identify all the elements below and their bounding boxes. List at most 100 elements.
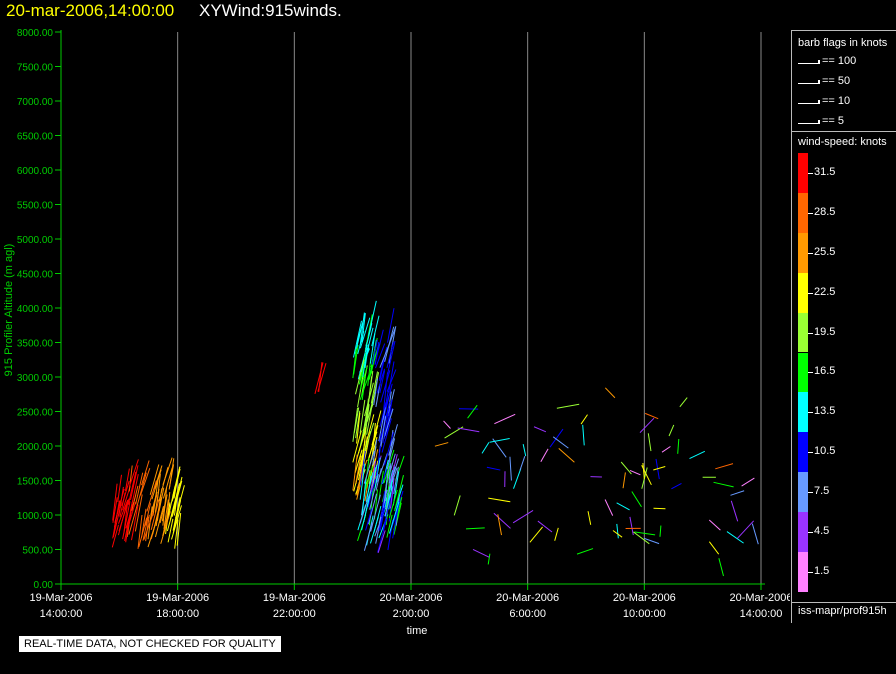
wind-barb: [162, 467, 173, 499]
wind-barb: [152, 497, 163, 535]
wind-barb: [369, 333, 376, 364]
wind-barb: [434, 442, 449, 447]
wind-barb: [370, 371, 378, 404]
wind-barb: [389, 478, 395, 509]
speed-color-swatch: [798, 392, 808, 433]
wind-barb: [386, 514, 393, 538]
wind-barb: [359, 375, 370, 400]
wind-barb: [162, 457, 173, 485]
barb-legend-item: == 10: [798, 93, 896, 109]
y-tick-label: 7500.00: [17, 63, 54, 74]
y-tick-label: 500.00: [22, 546, 53, 557]
wind-barb: [153, 465, 163, 490]
y-tick-label: 3500.00: [17, 339, 54, 350]
barb-legend-item: == 100: [798, 53, 896, 69]
wind-barb: [467, 404, 478, 419]
data-source-label: iss-mapr/prof915h: [798, 605, 887, 617]
wind-barb: [171, 468, 181, 502]
chart-title-product: XYWind:915winds.: [199, 1, 342, 20]
wind-barb: [386, 369, 397, 392]
wind-barb: [352, 320, 362, 358]
wind-barb: [489, 437, 510, 443]
wind-barb: [357, 330, 365, 355]
vertical-gridlines: [177, 32, 762, 584]
speed-color-label: 10.5: [814, 445, 836, 458]
wind-barb: [356, 472, 364, 500]
wind-barb: [379, 342, 391, 368]
wind-barb: [365, 475, 372, 503]
wind-barb: [629, 469, 641, 476]
wind-barb: [730, 490, 745, 496]
wind-barb: [383, 466, 389, 503]
wind-barb: [169, 483, 181, 520]
wind-barb: [359, 399, 366, 434]
wind-barb: [622, 472, 626, 489]
wind-barb: [151, 469, 162, 500]
speed-color-label: 1.5: [814, 564, 830, 577]
wind-barb: [375, 343, 386, 369]
wind-barb: [124, 468, 130, 492]
y-tick-label: 1000.00: [17, 511, 54, 522]
wind-barbs: [111, 300, 759, 577]
barb-legend-label: == 50: [822, 75, 851, 87]
wind-barb: [359, 367, 368, 391]
legend-divider: [792, 602, 896, 603]
wind-barb: [522, 443, 527, 457]
wind-barb: [604, 387, 616, 399]
wind-barb: [370, 516, 379, 544]
wind-barb: [317, 363, 327, 392]
wind-barb: [371, 423, 376, 460]
barb-flag-icon: [798, 80, 820, 84]
wind-barb: [138, 517, 148, 547]
wind-barb: [713, 481, 734, 488]
wind-barb: [587, 511, 592, 525]
wind-barb: [616, 523, 619, 539]
wind-barb: [639, 417, 655, 433]
wind-barb: [135, 472, 144, 505]
wind-barb: [383, 408, 394, 440]
y-tick-label: 1500.00: [17, 477, 54, 488]
wind-barb: [128, 459, 139, 488]
wind-barb: [385, 488, 390, 517]
wind-barb: [472, 548, 490, 558]
wind-barb: [150, 499, 160, 531]
wind-barb: [172, 497, 181, 531]
wind-barb: [644, 537, 660, 545]
wind-barb: [363, 450, 375, 484]
x-tick-time: 14:00:00: [740, 608, 783, 620]
quality-notice: REAL-TIME DATA, NOT CHECKED FOR QUALITY: [19, 636, 281, 652]
wind-barb: [653, 466, 666, 471]
speed-color-label: 25.5: [814, 245, 836, 258]
wind-barb: [718, 558, 724, 577]
wind-barb: [131, 504, 139, 541]
wind-barb: [168, 485, 176, 517]
wind-barb: [379, 503, 387, 531]
wind-barb: [556, 403, 580, 409]
wind-barb: [668, 424, 675, 437]
barb-legend-label: == 10: [822, 95, 851, 107]
wind-barb: [388, 454, 398, 487]
wind-barb: [131, 485, 139, 511]
wind-barb: [352, 407, 358, 442]
wind-barb: [377, 518, 388, 553]
wind-barb: [130, 465, 139, 500]
wind-barb: [366, 414, 375, 442]
x-axis-label: time: [407, 625, 428, 637]
wind-barb: [513, 468, 522, 489]
wind-barb: [612, 530, 623, 538]
wind-barb: [388, 361, 395, 393]
wind-barb: [141, 460, 150, 486]
speed-color-swatch: [798, 552, 808, 592]
y-tick-label: 2000.00: [17, 442, 54, 453]
wind-barb: [540, 448, 549, 463]
wind-barb: [165, 492, 171, 528]
speed-color-swatch: [798, 432, 808, 473]
wind-barb: [453, 495, 461, 516]
x-tick-date: 19-Mar-2006: [30, 592, 93, 604]
wind-barb: [677, 438, 680, 454]
wind-barb: [659, 525, 662, 537]
speed-color-swatch: [798, 153, 808, 193]
wind-barb: [394, 474, 404, 512]
wind-barb: [152, 477, 159, 516]
wind-barb: [121, 480, 130, 507]
